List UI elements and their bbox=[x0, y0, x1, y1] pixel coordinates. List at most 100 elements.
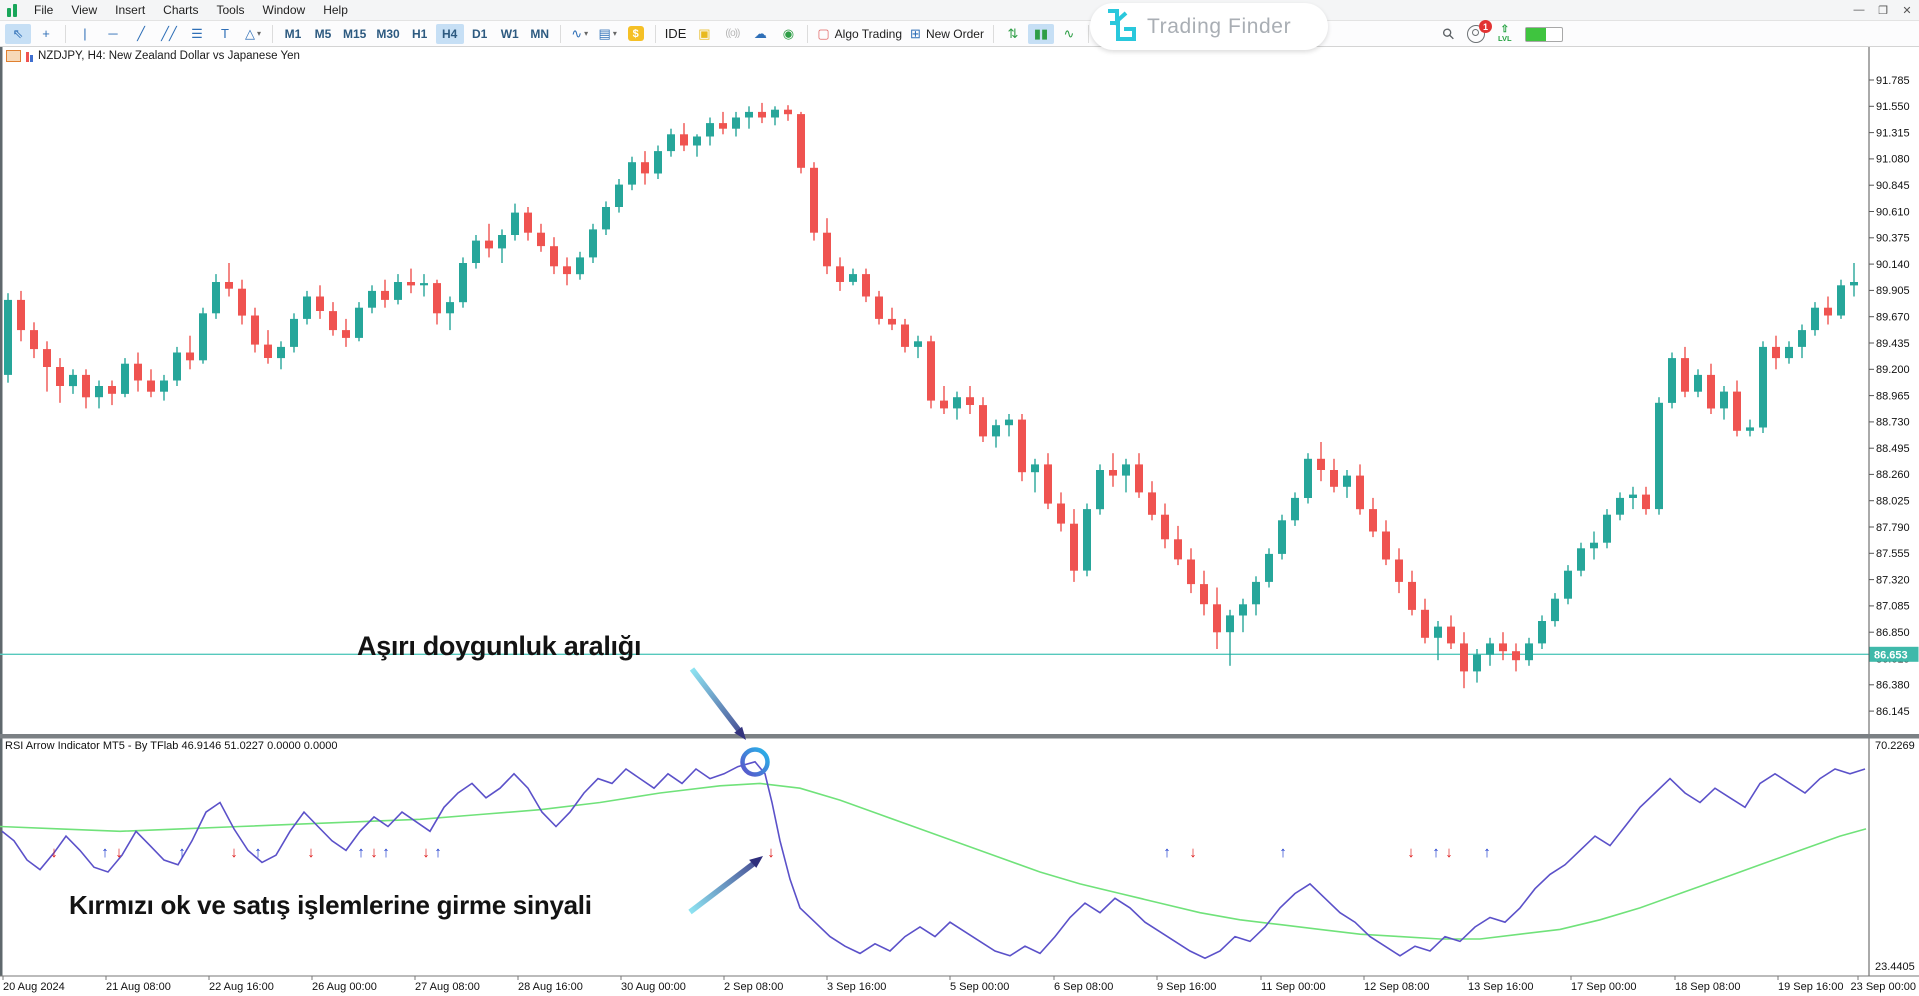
minimize-button[interactable]: — bbox=[1853, 3, 1865, 16]
market-bag-icon[interactable]: ▣ bbox=[698, 25, 711, 41]
dollar-icon[interactable]: $ bbox=[623, 24, 649, 44]
fibonacci-tool-icon[interactable]: ☰ bbox=[191, 25, 203, 41]
buy-arrow-icon: ↑ bbox=[1279, 844, 1287, 861]
svg-text:22 Aug 16:00: 22 Aug 16:00 bbox=[209, 981, 274, 993]
menu-charts[interactable]: Charts bbox=[163, 3, 199, 17]
account-area: ⚲ 1 ⇧ LVL bbox=[1439, 20, 1563, 46]
svg-text:21 Aug 08:00: 21 Aug 08:00 bbox=[106, 981, 171, 993]
svg-text:88.260: 88.260 bbox=[1876, 469, 1910, 481]
watermark-brand: Trading Finder bbox=[1147, 14, 1292, 38]
timeframe-m5[interactable]: M5 bbox=[314, 26, 332, 41]
toolbar-separator bbox=[272, 24, 273, 43]
svg-text:87.790: 87.790 bbox=[1876, 522, 1910, 534]
timeframe-h1[interactable]: H1 bbox=[412, 26, 428, 41]
sell-arrow-icon: ↓ bbox=[370, 844, 378, 861]
chart-type-icon-caret[interactable]: ▾ bbox=[584, 29, 589, 38]
timeframe-mn[interactable]: MN bbox=[530, 26, 550, 41]
signals-icon[interactable]: ((ο)) bbox=[725, 28, 740, 39]
depth-of-market-icon[interactable] bbox=[6, 50, 21, 62]
symbol-candle-icon[interactable] bbox=[26, 51, 33, 62]
tick-chart-icon[interactable]: ⇅ bbox=[1007, 25, 1019, 41]
cloud-icon[interactable]: ☁ bbox=[753, 25, 767, 41]
buy-arrow-icon: ↑ bbox=[254, 844, 262, 861]
buy-arrow-icon: ↑ bbox=[357, 844, 365, 861]
overbought-circle-marker bbox=[740, 747, 770, 777]
vertical-line-tool-icon[interactable]: | bbox=[83, 26, 87, 41]
timeframe-m1[interactable]: M1 bbox=[284, 26, 302, 41]
user-avatar-icon[interactable]: 1 bbox=[1467, 20, 1492, 43]
pane-separator[interactable] bbox=[0, 734, 1919, 739]
time-axis[interactable]: 20 Aug 2024 21 Aug 08:00 22 Aug 16:00 26 Au… bbox=[0, 975, 1919, 993]
overbought-annotation-arrow bbox=[689, 667, 746, 740]
trading-finder-logo-icon bbox=[1108, 8, 1136, 41]
menu-help[interactable]: Help bbox=[323, 3, 348, 17]
price-axis[interactable]: 91.785 91.550 91.315 91.080 90.845 90.610 90.3… bbox=[1868, 45, 1919, 976]
svg-text:89.200: 89.200 bbox=[1876, 364, 1910, 376]
shapes-tool-icon[interactable]: △ ▾ bbox=[244, 25, 261, 41]
timeframe-m15[interactable]: M15 bbox=[343, 26, 367, 41]
connection-toggle[interactable] bbox=[1524, 26, 1563, 42]
shapes-tool-icon-caret[interactable]: ▾ bbox=[256, 29, 261, 38]
svg-text:86.145: 86.145 bbox=[1876, 706, 1910, 718]
channel-tool-icon[interactable]: ╱╱ bbox=[161, 25, 177, 41]
community-icon[interactable]: ◉ bbox=[782, 25, 795, 41]
svg-text:90.610: 90.610 bbox=[1876, 206, 1910, 218]
menu-file[interactable]: File bbox=[34, 3, 54, 17]
buy-arrow-icon: ↑ bbox=[178, 844, 186, 861]
sell-arrow-icon: ↓ bbox=[115, 844, 123, 861]
indicators-icon-caret[interactable]: ▾ bbox=[612, 29, 617, 38]
svg-text:90.375: 90.375 bbox=[1876, 233, 1910, 245]
restore-button[interactable]: ❐ bbox=[1878, 4, 1888, 17]
timeframe-d1[interactable]: D1 bbox=[472, 26, 488, 41]
svg-text:18 Sep 08:00: 18 Sep 08:00 bbox=[1675, 981, 1740, 993]
chart-header: NZDJPY, H4: New Zealand Dollar vs Japane… bbox=[6, 50, 300, 62]
svg-text:91.785: 91.785 bbox=[1876, 75, 1910, 87]
buy-arrow-icon: ↑ bbox=[1432, 844, 1440, 861]
svg-text:11 Sep 00:00: 11 Sep 00:00 bbox=[1261, 981, 1326, 993]
horizontal-line-tool-icon[interactable]: ─ bbox=[108, 26, 118, 41]
sell-arrow-icon: ↓ bbox=[767, 844, 775, 861]
svg-text:91.080: 91.080 bbox=[1876, 154, 1910, 166]
sell-arrow-icon: ↓ bbox=[307, 844, 315, 861]
svg-text:88.965: 88.965 bbox=[1876, 390, 1910, 402]
svg-text:89.670: 89.670 bbox=[1876, 312, 1910, 324]
rsi-indicator-pane: ↓ ↑ ↓ ↑ ↓ ↑ ↓ ↑ ↓ ↑ ↓ ↑ ↓ ↑ ↓ ↑ ↓ ↑ ↓ ↑RSI Arrow Indicator … bbox=[0, 740, 1915, 973]
cursor-tool-icon[interactable]: ⇖ bbox=[5, 23, 31, 44]
menu-insert[interactable]: Insert bbox=[115, 3, 146, 17]
ide-button[interactable]: IDE bbox=[664, 26, 687, 41]
svg-text:13 Sep 16:00: 13 Sep 16:00 bbox=[1468, 981, 1533, 993]
lvl-indicator[interactable]: ⇧ LVL bbox=[1498, 24, 1512, 44]
menu-tools[interactable]: Tools bbox=[216, 3, 245, 17]
timeframe-m30[interactable]: M30 bbox=[376, 26, 400, 41]
timeframe-h4[interactable]: H4 bbox=[435, 23, 464, 44]
indicators-icon[interactable]: ▤ ▾ bbox=[598, 25, 617, 41]
svg-text:89.435: 89.435 bbox=[1876, 338, 1910, 350]
menu-bar: File View Insert Charts Tools Window Help — ❐ … bbox=[0, 0, 1919, 21]
menu-view[interactable]: View bbox=[71, 3, 98, 17]
svg-text:20 Aug 2024: 20 Aug 2024 bbox=[3, 981, 65, 993]
svg-text:9 Sep 16:00: 9 Sep 16:00 bbox=[1157, 981, 1216, 993]
svg-text:23 Sep 00:00: 23 Sep 00:00 bbox=[1851, 981, 1916, 993]
timeframe-w1[interactable]: W1 bbox=[500, 26, 519, 41]
svg-text:28 Aug 16:00: 28 Aug 16:00 bbox=[518, 981, 583, 993]
candle-chart-icon[interactable]: ▮▮ bbox=[1027, 23, 1054, 44]
text-tool-icon[interactable]: T bbox=[221, 26, 229, 41]
chart-type-icon[interactable]: ∿ ▾ bbox=[571, 25, 589, 41]
line-chart-icon[interactable]: ∿ bbox=[1063, 25, 1075, 41]
svg-text:91.315: 91.315 bbox=[1876, 127, 1910, 139]
svg-text:12 Sep 08:00: 12 Sep 08:00 bbox=[1364, 981, 1429, 993]
svg-text:88.025: 88.025 bbox=[1876, 496, 1910, 508]
new-order-button[interactable]: ⊞ New Order bbox=[910, 25, 984, 41]
toolbar-separator bbox=[807, 24, 809, 43]
algo-trading-button[interactable]: ▢ Algo Trading bbox=[817, 25, 903, 41]
crosshair-tool-icon[interactable]: + bbox=[42, 26, 50, 41]
sell-signal-annotation-text: Kırmızı ok ve satış işlemlerine girme si… bbox=[69, 890, 592, 920]
trendline-tool-icon[interactable]: ╱ bbox=[137, 25, 145, 41]
toolbar-separator bbox=[1087, 24, 1089, 43]
sell-arrow-icon: ↓ bbox=[1445, 844, 1453, 861]
menu-window[interactable]: Window bbox=[262, 3, 306, 17]
notification-badge: 1 bbox=[1479, 20, 1492, 33]
close-button[interactable]: ✕ bbox=[1902, 4, 1912, 17]
svg-text:90.845: 90.845 bbox=[1876, 180, 1910, 192]
